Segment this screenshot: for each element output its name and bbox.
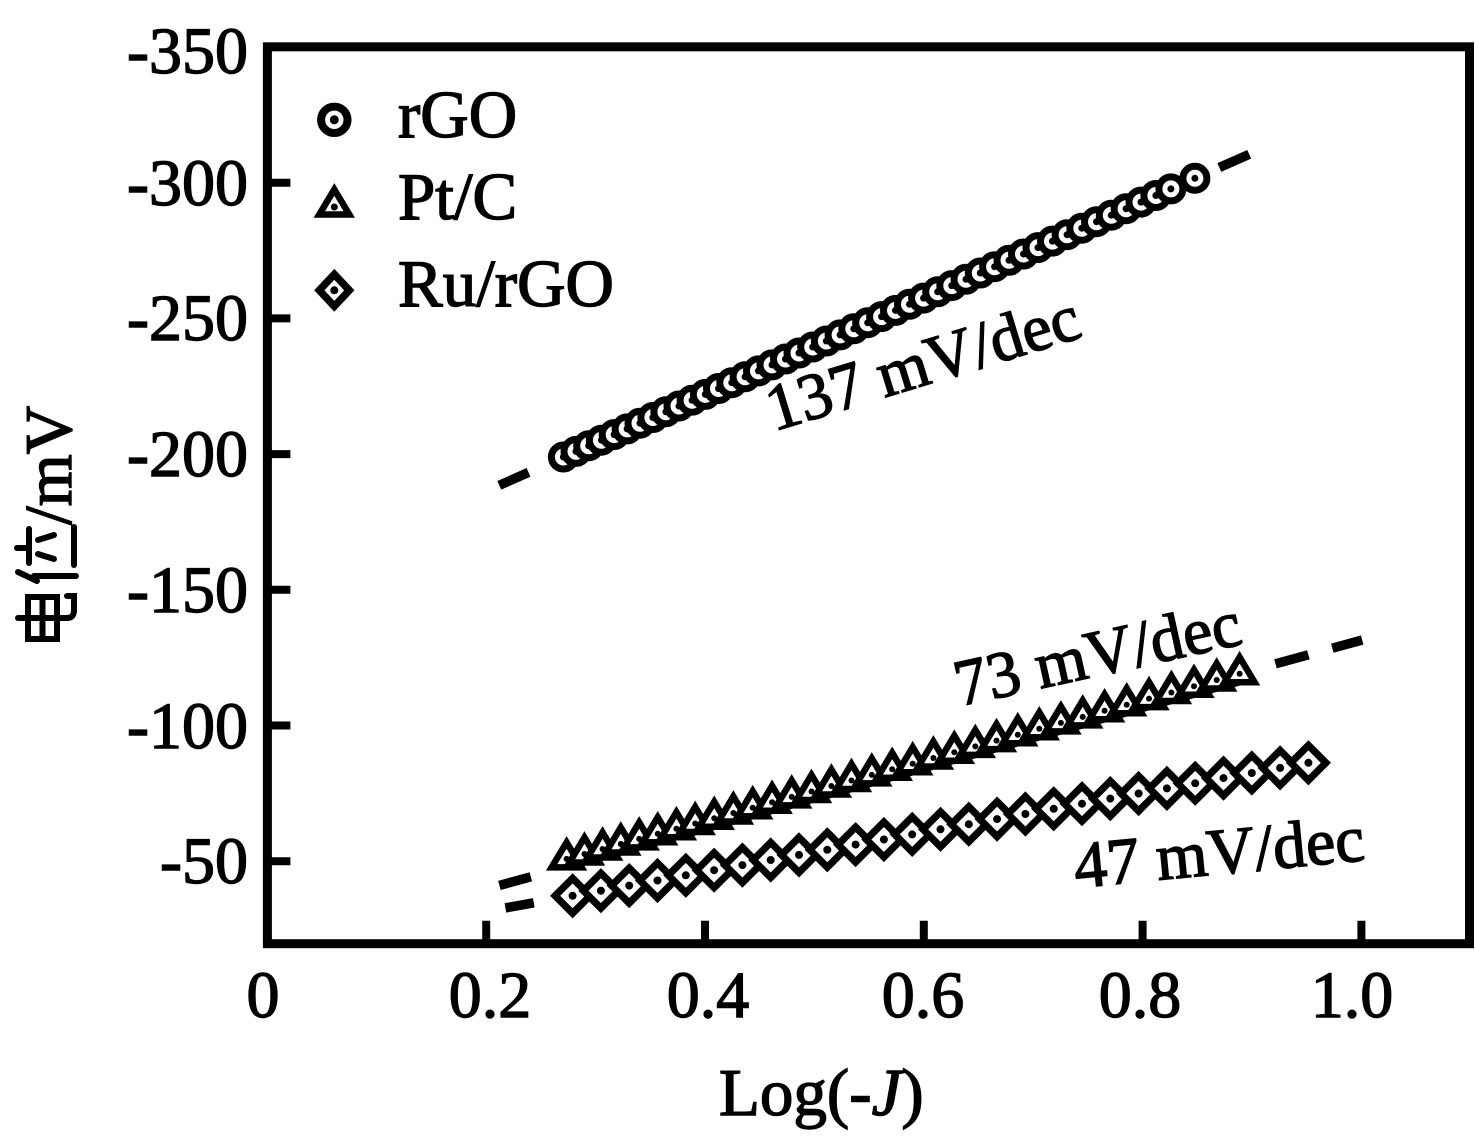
svg-text:Ru/rGO: Ru/rGO xyxy=(398,247,614,321)
svg-text:-300: -300 xyxy=(127,147,248,220)
svg-text:-100: -100 xyxy=(127,690,248,763)
svg-text:rGO: rGO xyxy=(398,78,517,152)
svg-text:-50: -50 xyxy=(160,825,248,898)
svg-text:-250: -250 xyxy=(127,282,248,355)
svg-text:-200: -200 xyxy=(127,418,248,491)
svg-text:0.6: 0.6 xyxy=(882,959,965,1032)
svg-text:0.2: 0.2 xyxy=(449,959,532,1032)
svg-text:0.4: 0.4 xyxy=(667,959,750,1032)
svg-text:0.8: 0.8 xyxy=(1099,959,1182,1032)
svg-text:1.0: 1.0 xyxy=(1311,959,1394,1032)
svg-text:Log(-J): Log(-J) xyxy=(719,1056,924,1130)
svg-text:/mV: /mV xyxy=(12,406,86,525)
svg-text:Pt/C: Pt/C xyxy=(398,160,517,234)
svg-text:0: 0 xyxy=(247,959,280,1032)
svg-text:-150: -150 xyxy=(127,554,248,627)
svg-text:-350: -350 xyxy=(127,15,248,88)
